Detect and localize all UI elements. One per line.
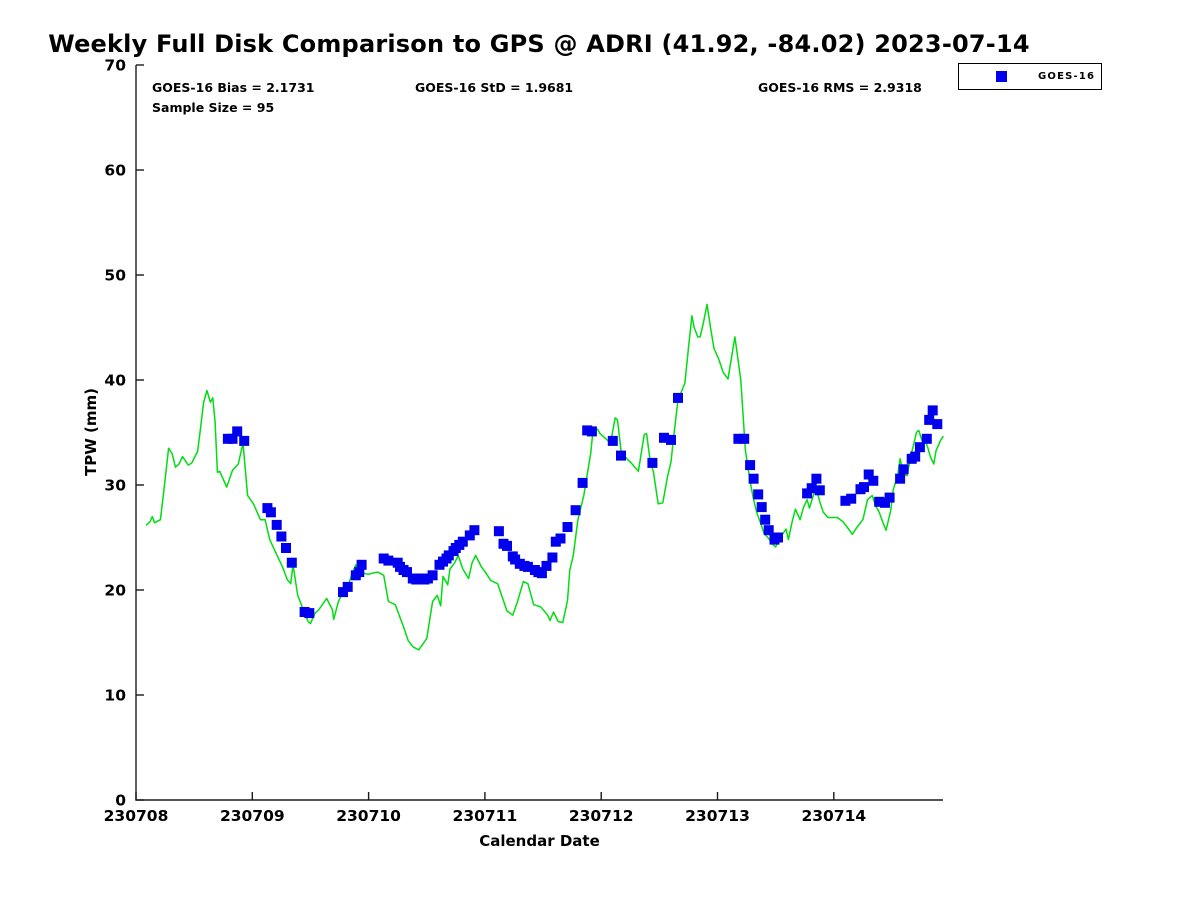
y-tick-label: 10 <box>104 687 126 705</box>
goes16-marker <box>760 514 771 525</box>
goes16-marker <box>555 533 566 544</box>
y-tick-label: 60 <box>104 162 126 180</box>
goes16-marker <box>265 507 276 518</box>
y-tick-label: 70 <box>104 57 126 75</box>
goes16-marker <box>276 531 287 542</box>
goes16-marker <box>356 559 367 570</box>
goes16-marker <box>756 502 767 513</box>
goes16-marker <box>493 526 504 537</box>
stat-sample-size: Sample Size = 95 <box>152 100 275 115</box>
goes16-marker <box>383 555 394 566</box>
goes16-marker <box>745 460 756 471</box>
goes16-marker <box>547 552 558 563</box>
goes16-marker <box>932 419 943 430</box>
goes16-marker <box>616 450 626 461</box>
goes16-marker <box>927 405 938 416</box>
goes16-marker <box>811 473 822 484</box>
y-tick-label: 40 <box>104 372 126 390</box>
x-tick-label: 230712 <box>569 807 634 825</box>
goes16-marker <box>921 433 932 444</box>
goes16-marker <box>753 489 764 500</box>
goes16-marker <box>541 560 552 571</box>
x-tick-label: 230714 <box>801 807 866 825</box>
x-tick-label: 230709 <box>220 807 285 825</box>
axes-lines <box>135 65 943 801</box>
goes16-marker <box>271 519 282 530</box>
goes16-marker <box>286 557 297 568</box>
goes16-marker <box>239 435 250 446</box>
stat-std: GOES-16 StD = 1.9681 <box>415 80 574 95</box>
y-tick-label: 0 <box>115 792 126 810</box>
goes16-marker <box>814 485 825 496</box>
y-tick-label: 30 <box>104 477 126 495</box>
goes16-marker <box>884 492 895 503</box>
goes16-marker <box>647 457 658 468</box>
goes16-marker <box>846 493 857 504</box>
x-axis-label: Calendar Date <box>479 832 600 850</box>
stat-rms: GOES-16 RMS = 2.9318 <box>758 80 922 95</box>
goes16-marker <box>733 433 744 444</box>
goes16-marker <box>570 505 581 516</box>
goes16-marker <box>577 477 588 488</box>
goes16-marker <box>859 482 869 493</box>
stat-bias: GOES-16 Bias = 2.1731 <box>152 80 315 95</box>
goes16-marker <box>338 587 348 598</box>
goes16-marker <box>868 475 879 486</box>
x-tick-label: 230710 <box>336 807 401 825</box>
goes16-marker <box>427 570 438 581</box>
goes16-marker <box>562 522 573 532</box>
goes16-marker <box>763 525 774 536</box>
goes16-marker <box>304 608 315 619</box>
goes16-marker <box>924 414 935 425</box>
goes16-marker <box>914 442 925 453</box>
goes16-marker <box>898 464 909 475</box>
goes16-marker <box>464 530 475 541</box>
x-tick-label: 230711 <box>453 807 518 825</box>
goes16-marker <box>502 540 512 551</box>
goes16-marker <box>469 525 480 536</box>
goes16-marker <box>806 483 817 494</box>
goes16-marker <box>863 469 874 480</box>
goes16-marker <box>910 451 921 462</box>
legend: GOES-16 <box>958 63 1102 90</box>
legend-label: GOES-16 <box>1038 71 1096 82</box>
goes16-marker <box>874 496 885 507</box>
goes16-marker <box>748 473 759 484</box>
y-tick-label: 20 <box>104 582 126 600</box>
goes16-marker <box>402 567 412 578</box>
goes16-marker <box>840 495 851 506</box>
goes16-marker <box>802 488 813 499</box>
chart-title: Weekly Full Disk Comparison to GPS @ ADR… <box>48 30 1030 58</box>
goes16-marker <box>773 532 783 543</box>
goes16-marker <box>281 543 291 553</box>
goes16-marker <box>739 433 750 444</box>
goes16-marker <box>880 497 890 508</box>
goes16-marker <box>232 426 243 437</box>
goes16-marker <box>457 536 468 547</box>
goes16-marker <box>607 435 618 446</box>
goes16-marker <box>342 581 353 592</box>
goes16-marker <box>227 433 238 444</box>
goes16-marker <box>536 568 547 579</box>
goes16-marker <box>522 561 533 572</box>
goes16-square-marker-icon <box>996 71 1007 82</box>
goes16-marker <box>354 567 365 578</box>
goes16-marker <box>895 473 906 484</box>
goes16-marker <box>586 426 597 437</box>
x-tick-label: 230713 <box>685 807 750 825</box>
goes16-marker <box>673 392 683 403</box>
y-tick-label: 50 <box>104 267 126 285</box>
x-tick-label: 230708 <box>104 807 169 825</box>
goes16-marker <box>666 434 676 445</box>
gps-line <box>145 303 944 651</box>
goes16-marker <box>659 432 669 443</box>
